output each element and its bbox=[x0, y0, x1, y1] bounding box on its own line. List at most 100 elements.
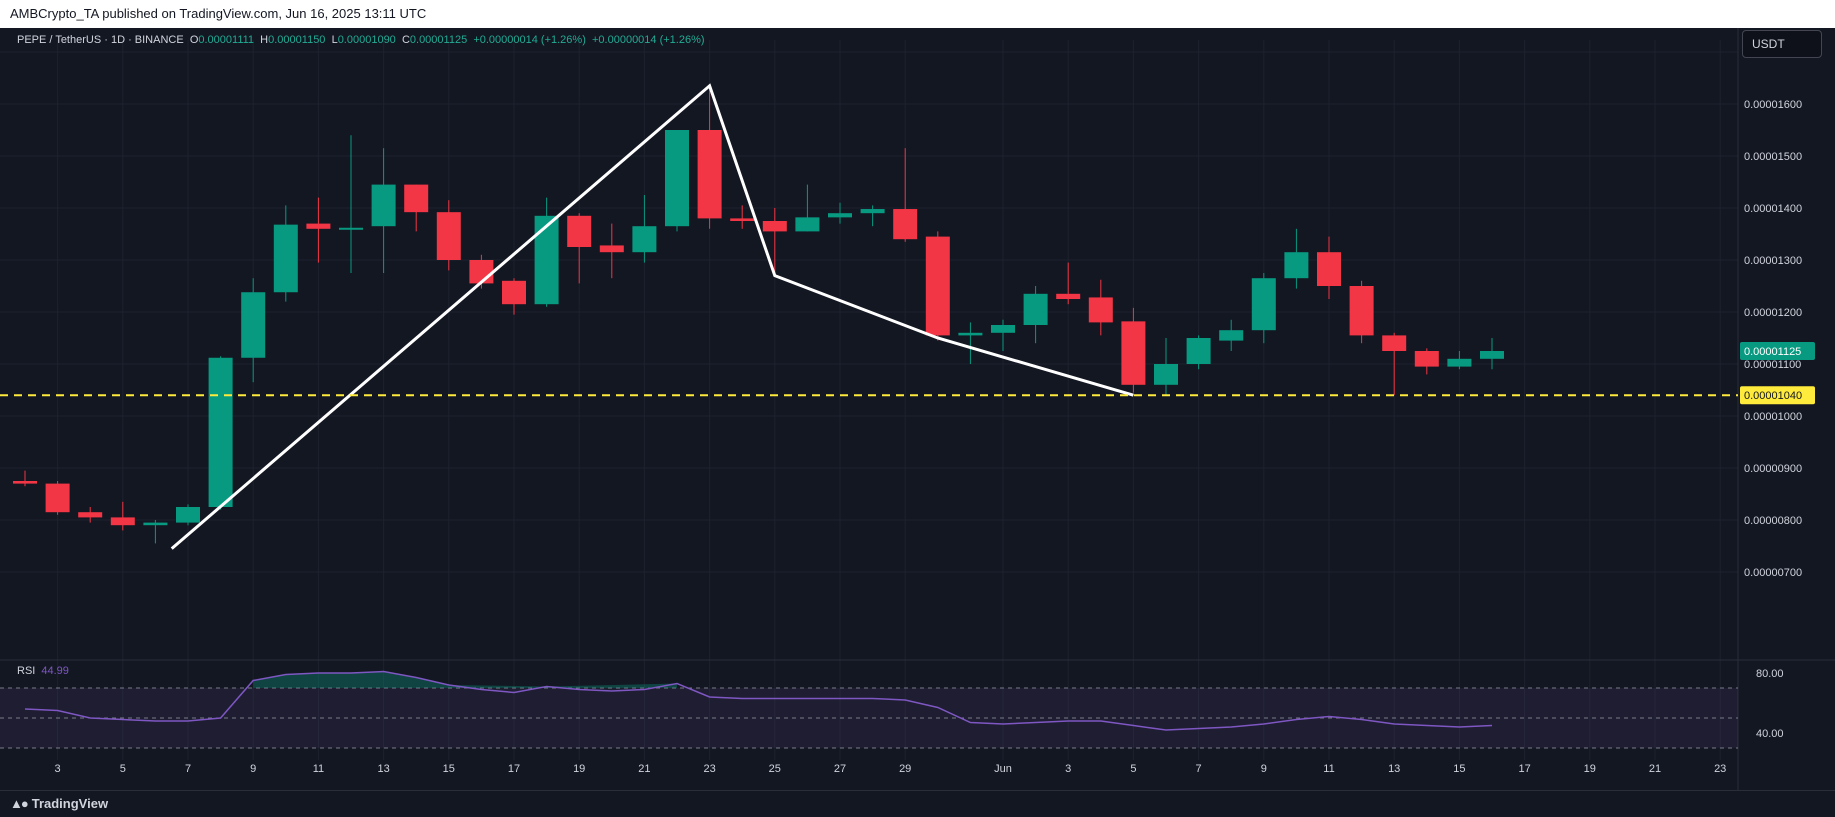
symbol-legend: PEPE / TetherUS · 1D · BINANCE O0.000011… bbox=[17, 34, 705, 46]
open-label: O bbox=[189, 34, 199, 46]
low-label: L bbox=[331, 34, 338, 46]
candle-body[interactable] bbox=[1251, 278, 1276, 331]
candle-body[interactable] bbox=[241, 292, 266, 358]
close-value: 0.00001125 bbox=[409, 34, 468, 46]
x-axis-label: 15 bbox=[1453, 763, 1465, 775]
candle-body[interactable] bbox=[371, 184, 396, 227]
candle-body[interactable] bbox=[1186, 338, 1211, 364]
candle-body[interactable] bbox=[1349, 286, 1374, 336]
change-value: +0.00000014 (+1.26%) bbox=[473, 34, 586, 46]
x-axis-label: 7 bbox=[185, 763, 191, 775]
candle-body[interactable] bbox=[925, 236, 950, 336]
x-axis-label: 23 bbox=[1714, 763, 1726, 775]
candle-body[interactable] bbox=[697, 130, 722, 219]
candle-body[interactable] bbox=[1219, 330, 1244, 341]
candle-body[interactable] bbox=[13, 481, 37, 484]
y-axis-label: 0.00001100 bbox=[1744, 359, 1801, 371]
current-price-label: 0.00001125 bbox=[1744, 346, 1801, 358]
x-axis-label: 17 bbox=[508, 763, 520, 775]
trend-line[interactable] bbox=[170, 83, 1134, 550]
x-axis-label: 9 bbox=[1261, 763, 1267, 775]
symbol-name[interactable]: PEPE / TetherUS · 1D · BINANCE bbox=[17, 34, 184, 46]
candle-body[interactable] bbox=[1154, 364, 1178, 385]
candle-body[interactable] bbox=[1284, 252, 1309, 279]
y-axis-label: 0.00001300 bbox=[1744, 255, 1802, 267]
x-axis-label: 23 bbox=[703, 763, 715, 775]
candle-body[interactable] bbox=[469, 260, 494, 284]
x-axis-label: 25 bbox=[769, 763, 781, 775]
candle-body[interactable] bbox=[273, 224, 298, 293]
publish-text: AMBCrypto_TA published on TradingView.co… bbox=[10, 6, 427, 21]
price-chart[interactable]: 0.000017000.000016000.000015000.00001400… bbox=[0, 28, 1835, 790]
candle-body[interactable] bbox=[1317, 252, 1341, 286]
candle-body[interactable] bbox=[110, 517, 135, 526]
x-axis-label: 5 bbox=[120, 763, 126, 775]
x-axis-label: Jun bbox=[994, 763, 1012, 775]
candle-body[interactable] bbox=[762, 221, 787, 232]
x-axis-label: 3 bbox=[55, 763, 61, 775]
candle-body[interactable] bbox=[534, 215, 559, 305]
x-axis-label: 17 bbox=[1518, 763, 1530, 775]
y-axis-label: 0.00001500 bbox=[1744, 151, 1802, 163]
footer-bar: ▲● TradingView bbox=[0, 790, 1835, 817]
candle-body[interactable] bbox=[1121, 321, 1146, 385]
candle-body[interactable] bbox=[599, 245, 624, 253]
x-axis-label: 19 bbox=[573, 763, 585, 775]
candle-body[interactable] bbox=[339, 227, 363, 230]
x-axis-label: 21 bbox=[638, 763, 650, 775]
rsi-axis-label: 40.00 bbox=[1756, 728, 1784, 740]
rsi-band bbox=[0, 688, 1738, 748]
x-axis-label: 29 bbox=[899, 763, 911, 775]
candle-body[interactable] bbox=[1382, 335, 1407, 351]
x-axis-label: 9 bbox=[250, 763, 256, 775]
candle-body[interactable] bbox=[1480, 351, 1504, 359]
open-value: 0.00001111 bbox=[198, 34, 255, 46]
candle-body[interactable] bbox=[828, 213, 852, 218]
current-price-tag bbox=[1740, 342, 1815, 360]
x-axis-label: 13 bbox=[377, 763, 389, 775]
low-value: 0.00001090 bbox=[337, 34, 396, 46]
candle-body[interactable] bbox=[1414, 351, 1439, 367]
candle-body[interactable] bbox=[991, 325, 1015, 333]
chart-area[interactable]: 0.000017000.000016000.000015000.00001400… bbox=[0, 28, 1835, 790]
y-axis-label: 0.00001000 bbox=[1744, 411, 1802, 423]
candle-body[interactable] bbox=[404, 184, 429, 213]
candle-body[interactable] bbox=[502, 280, 526, 305]
candle-body[interactable] bbox=[665, 130, 689, 227]
rsi-overbought-fill bbox=[253, 671, 677, 688]
candle-body[interactable] bbox=[860, 209, 885, 214]
tradingview-brand[interactable]: ▲● TradingView bbox=[10, 796, 108, 811]
candle-body[interactable] bbox=[1088, 297, 1113, 323]
y-axis-label: 0.00001600 bbox=[1744, 99, 1802, 111]
candle-body[interactable] bbox=[176, 507, 200, 523]
rsi-value: 44.99 bbox=[41, 665, 69, 677]
support-price-tag bbox=[1740, 386, 1815, 405]
y-axis-label: 0.00001200 bbox=[1744, 307, 1802, 319]
support-price-label: 0.00001040 bbox=[1744, 390, 1802, 402]
candle-body[interactable] bbox=[1056, 293, 1081, 299]
candle-body[interactable] bbox=[958, 332, 983, 336]
candle-body[interactable] bbox=[795, 217, 820, 232]
candle-body[interactable] bbox=[632, 226, 657, 253]
candle-body[interactable] bbox=[730, 218, 755, 221]
candle-body[interactable] bbox=[567, 215, 592, 247]
candle-body[interactable] bbox=[208, 357, 233, 507]
candle-body[interactable] bbox=[143, 522, 168, 526]
candle-body[interactable] bbox=[1447, 358, 1472, 367]
candle-body[interactable] bbox=[893, 209, 918, 240]
rsi-name[interactable]: RSI bbox=[17, 665, 36, 677]
y-axis-label: 0.00001400 bbox=[1744, 203, 1802, 215]
y-axis-label: 0.00000800 bbox=[1744, 515, 1802, 527]
currency-button[interactable]: USDT bbox=[1742, 30, 1822, 58]
candle-body[interactable] bbox=[1023, 293, 1048, 325]
x-axis-label: 5 bbox=[1130, 763, 1136, 775]
candle-body[interactable] bbox=[45, 483, 70, 513]
y-axis-label: 0.00000900 bbox=[1744, 463, 1802, 475]
change-value-2: +0.00000014 (+1.26%) bbox=[592, 34, 705, 46]
candle-body[interactable] bbox=[78, 512, 103, 518]
x-axis-label: 13 bbox=[1388, 763, 1400, 775]
candle-body[interactable] bbox=[306, 223, 331, 229]
x-axis-label: 7 bbox=[1196, 763, 1202, 775]
candle-body[interactable] bbox=[436, 212, 461, 260]
rsi-line[interactable] bbox=[24, 670, 1493, 731]
